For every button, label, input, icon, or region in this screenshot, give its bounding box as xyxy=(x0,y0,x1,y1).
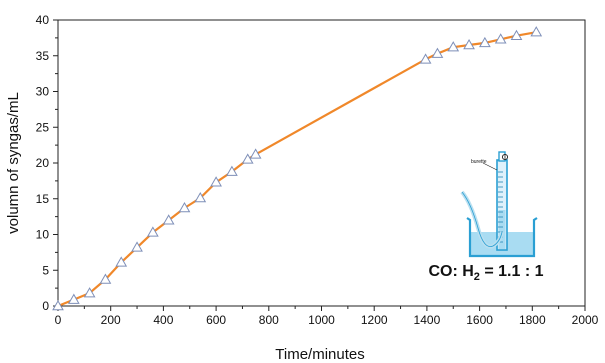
burette-apparatus-illustration: burette xyxy=(460,151,538,258)
x-axis-title: Time/minutes xyxy=(275,346,364,363)
x-tick-label: 1400 xyxy=(414,313,441,327)
delivery-tube-outline xyxy=(461,191,503,247)
y-tick-label: 25 xyxy=(36,120,50,134)
ratio-subscript: 2 xyxy=(474,271,480,283)
data-point xyxy=(115,256,128,267)
x-tick-label: 200 xyxy=(101,313,121,327)
x-tick-label: 1000 xyxy=(308,313,335,327)
data-point xyxy=(178,202,191,213)
data-point xyxy=(530,26,543,37)
data-point xyxy=(131,241,143,252)
data-point xyxy=(146,226,159,237)
y-axis-ticks: 0 5 10 15 20 25 30 35 40 xyxy=(36,13,58,313)
data-point xyxy=(52,299,64,311)
x-tick-label: 400 xyxy=(153,313,173,327)
data-point xyxy=(494,33,507,44)
y-tick-label: 10 xyxy=(36,228,50,242)
data-point xyxy=(194,192,207,203)
data-point xyxy=(162,214,175,225)
data-point xyxy=(463,39,475,50)
burette-liquid xyxy=(498,210,506,249)
burette-label-leader xyxy=(482,162,498,171)
series-group xyxy=(52,26,543,311)
data-point xyxy=(67,293,80,304)
data-point xyxy=(226,165,238,176)
data-point xyxy=(479,36,491,48)
y-tick-label: 30 xyxy=(36,85,50,99)
x-tick-label: 800 xyxy=(259,313,279,327)
y-tick-label: 0 xyxy=(42,299,49,313)
y-tick-label: 15 xyxy=(36,192,50,206)
y-tick-label: 35 xyxy=(36,49,50,63)
water-bath-vessel xyxy=(466,217,538,258)
y-tick-label: 20 xyxy=(36,156,50,170)
syngas-ratio-label: CO: H2 = 1.1 : 1 xyxy=(428,263,543,283)
y-tick-label: 40 xyxy=(36,13,50,27)
data-point xyxy=(249,148,262,159)
x-tick-label: 2000 xyxy=(572,313,599,327)
data-point xyxy=(510,29,523,40)
data-point xyxy=(99,273,112,284)
data-point xyxy=(431,47,444,58)
burette-label: burette xyxy=(471,159,487,165)
x-tick-label: 1800 xyxy=(519,313,546,327)
x-tick-label: 600 xyxy=(206,313,226,327)
data-point xyxy=(419,53,432,64)
data-point xyxy=(210,176,222,187)
y-tick-label: 5 xyxy=(42,263,49,277)
data-point xyxy=(83,287,96,298)
x-axis-ticks: 0 200 400 600 800 1000 1200 1400 1600 1800 2000 xyxy=(55,306,599,327)
ratio-prefix: CO: H xyxy=(428,263,473,280)
x-tick-label: 1200 xyxy=(361,313,388,327)
ratio-suffix: = 1.1 : 1 xyxy=(480,263,544,280)
y-axis-title: volumn of syngas/mL xyxy=(5,92,22,234)
series-line xyxy=(57,31,537,308)
data-point xyxy=(447,41,460,52)
data-point xyxy=(241,153,254,164)
x-tick-label: 0 xyxy=(55,313,62,327)
x-tick-label: 1600 xyxy=(466,313,493,327)
